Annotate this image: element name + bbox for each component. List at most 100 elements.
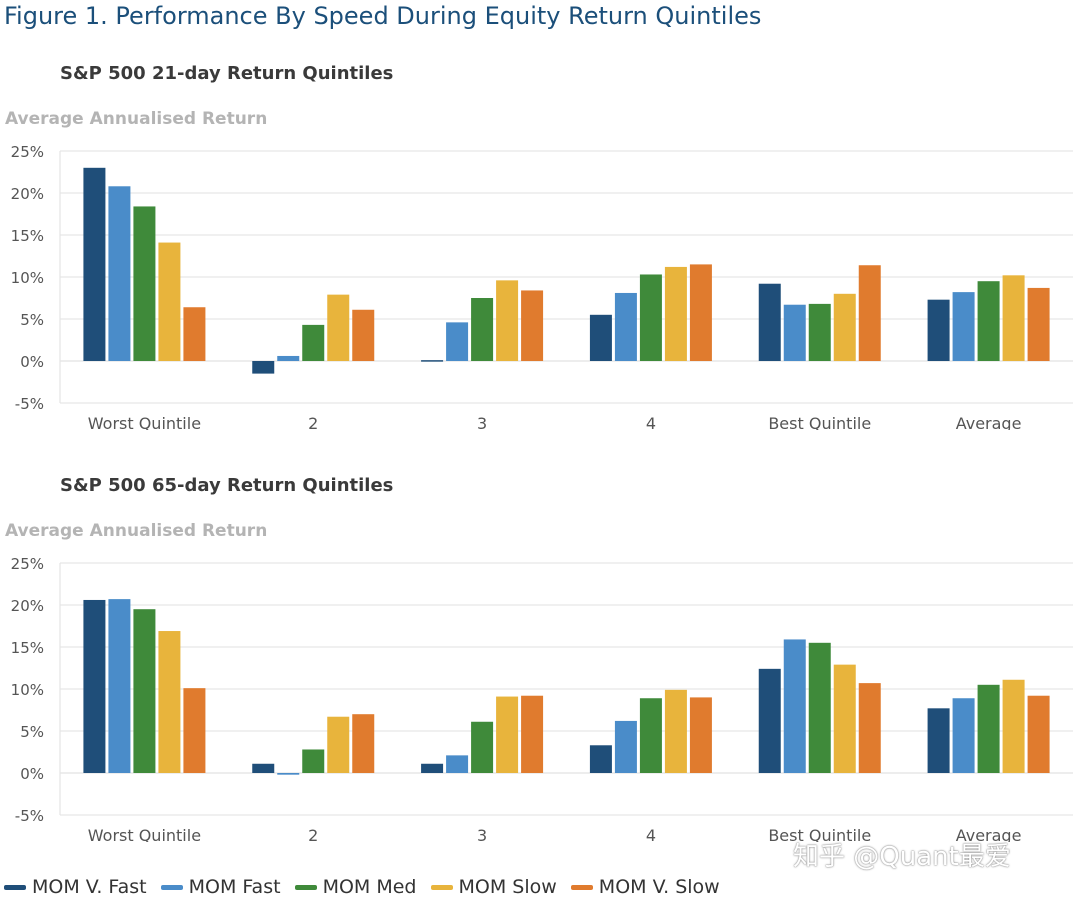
legend-swatch-mom-fast (160, 884, 183, 890)
bar-mom-fast-3 (446, 755, 469, 773)
x-tick-label: 2 (308, 826, 318, 842)
bar-mom-fast-4 (614, 292, 637, 361)
bar-mom-fast-average (952, 292, 975, 361)
legend-item-mom-slow[interactable]: MOM Slow (430, 876, 557, 898)
x-tick-label: Best Quintile (768, 414, 871, 430)
legend-item-mom-v-fast[interactable]: MOM V. Fast (4, 876, 147, 898)
bar-mom-v-slow-best-quintile (858, 265, 881, 361)
bar-mom-v-slow-worst-quintile (183, 688, 206, 773)
x-tick-label: 3 (477, 414, 487, 430)
bar-mom-v-slow-worst-quintile (183, 307, 206, 361)
x-tick-label: 3 (477, 826, 487, 842)
bar-mom-fast-best-quintile (783, 639, 806, 773)
bar-mom-med-average (977, 281, 1000, 361)
bar-mom-v-fast-average (927, 708, 950, 773)
bar-mom-med-3 (471, 298, 494, 361)
y-tick-label: 5% (20, 311, 44, 329)
y-tick-label: -5% (15, 807, 44, 825)
series-mom-v-fast (83, 599, 950, 773)
bar-mom-slow-best-quintile (833, 293, 856, 361)
x-tick-label: Worst Quintile (88, 826, 201, 842)
y-tick-label: 20% (11, 185, 44, 203)
y-tick-label: 20% (11, 597, 44, 615)
series-mom-med (133, 206, 1000, 361)
legend-item-mom-v-slow[interactable]: MOM V. Slow (570, 876, 720, 898)
bar-mom-med-2 (302, 324, 325, 361)
series-mom-slow (158, 631, 1025, 773)
series-mom-fast (108, 599, 975, 775)
bar-mom-v-slow-3 (521, 695, 544, 773)
legend-label-mom-med: MOM Med (322, 876, 417, 898)
bar-mom-slow-best-quintile (833, 664, 856, 773)
bar-mom-slow-3 (496, 696, 519, 773)
bar-mom-v-fast-3 (421, 763, 444, 773)
y-tick-label: -5% (15, 395, 44, 413)
x-axis: Worst Quintile 2 3 4 Best Quintile Average (88, 826, 1022, 842)
series-mom-v-slow (183, 264, 1050, 361)
y-axis: 25% 20% 15% 10% 5% 0% -5% (11, 143, 44, 413)
bar-mom-v-fast-average (927, 299, 950, 361)
chart1-title: S&P 500 21-day Return Quintiles (60, 63, 394, 84)
bar-mom-slow-2 (327, 716, 350, 773)
legend-label-mom-v-slow: MOM V. Slow (598, 876, 720, 898)
y-tick-label: 10% (11, 269, 44, 287)
x-tick-label: Worst Quintile (88, 414, 201, 430)
watermark: 知乎 @Quant最爱 (793, 842, 1011, 872)
y-tick-label: 10% (11, 681, 44, 699)
bar-mom-v-fast-2 (252, 361, 275, 374)
bar-mom-slow-average (1002, 679, 1025, 773)
bar-mom-med-4 (639, 274, 662, 361)
y-tick-label: 25% (11, 143, 44, 161)
bar-mom-v-slow-2 (352, 714, 375, 773)
bar-mom-med-average (977, 684, 1000, 773)
bar-mom-v-fast-worst-quintile (83, 167, 106, 361)
bar-mom-slow-2 (327, 294, 350, 361)
bar-mom-med-3 (471, 721, 494, 773)
x-axis: Worst Quintile 2 3 4 Best Quintile Average (88, 414, 1022, 430)
legend-swatch-mom-slow (430, 884, 453, 890)
legend-swatch-mom-v-slow (570, 884, 593, 890)
bar-mom-med-worst-quintile (133, 609, 156, 773)
series-mom-v-slow (183, 683, 1050, 773)
series-mom-med (133, 609, 1000, 773)
bar-mom-fast-best-quintile (783, 304, 806, 361)
legend-swatch-mom-med (294, 884, 317, 890)
series-mom-slow (158, 242, 1025, 361)
bar-mom-slow-3 (496, 280, 519, 361)
chart2-title: S&P 500 65-day Return Quintiles (60, 475, 394, 496)
bar-mom-fast-worst-quintile (108, 186, 131, 361)
chart1-y-axis-title: Average Annualised Return (5, 109, 268, 129)
bar-mom-fast-3 (446, 322, 469, 361)
legend-item-mom-fast[interactable]: MOM Fast (160, 876, 281, 898)
legend-item-mom-med[interactable]: MOM Med (294, 876, 417, 898)
bar-mom-v-slow-average (1027, 287, 1050, 361)
x-tick-label: 4 (646, 414, 656, 430)
legend-swatch-mom-v-fast (4, 884, 26, 890)
bar-mom-v-slow-4 (689, 264, 712, 361)
gridlines (60, 150, 1073, 404)
series-mom-fast (108, 186, 975, 361)
bar-mom-med-worst-quintile (133, 206, 156, 361)
chart2-svg: 25% 20% 15% 10% 5% 0% -5% Worst Quintile 2 3 4 Best… (11, 555, 1073, 842)
x-tick-label: Best Quintile (768, 826, 871, 842)
bar-mom-v-slow-4 (689, 697, 712, 773)
chart1-svg: 25% 20% 15% 10% 5% 0% -5% Worst Quintile 2 3 4 Best… (11, 143, 1073, 430)
bar-mom-v-fast-best-quintile (758, 668, 781, 773)
y-tick-label: 0% (20, 353, 44, 371)
bar-mom-v-fast-2 (252, 763, 275, 773)
bar-mom-med-4 (639, 698, 662, 773)
y-tick-label: 0% (20, 765, 44, 783)
bar-mom-med-best-quintile (808, 642, 831, 773)
bar-mom-v-fast-worst-quintile (83, 599, 106, 773)
legend-label-mom-slow: MOM Slow (458, 876, 557, 898)
bar-mom-slow-worst-quintile (158, 242, 181, 361)
bar-mom-fast-2 (277, 355, 300, 361)
y-tick-label: 15% (11, 639, 44, 657)
gridlines (60, 562, 1073, 816)
bar-mom-fast-2 (277, 773, 300, 775)
x-tick-label: Average (956, 414, 1022, 430)
bar-mom-slow-4 (664, 266, 687, 361)
y-tick-label: 15% (11, 227, 44, 245)
chart2-y-axis-title: Average Annualised Return (5, 521, 268, 541)
bar-mom-v-slow-best-quintile (858, 683, 881, 773)
